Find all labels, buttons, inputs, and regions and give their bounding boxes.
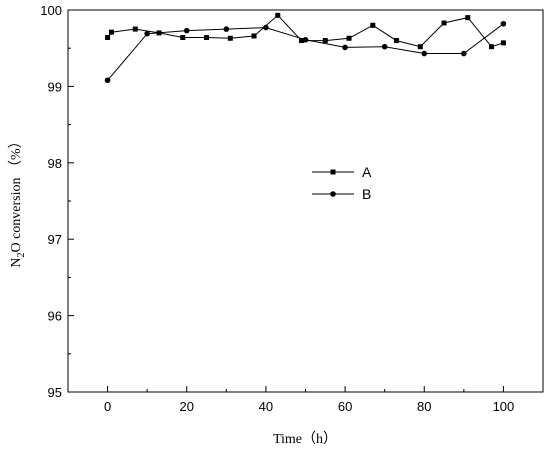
y-tick-label: 96: [48, 309, 62, 324]
series-a-point: [417, 44, 423, 50]
x-tick-label: 40: [259, 399, 273, 414]
series-a-point: [204, 35, 210, 41]
x-axis-title: Time（h）: [273, 431, 337, 447]
series-b-point: [302, 36, 309, 43]
y-axis-title: N2O conversion （%）: [8, 134, 27, 267]
series-a-point: [465, 15, 471, 21]
series-b-point: [342, 44, 348, 51]
series-a-point: [105, 35, 111, 41]
legend-marker-a: [330, 169, 336, 175]
series-a-point: [109, 29, 115, 35]
series-a-point: [322, 38, 328, 44]
series-b-line: [107, 23, 504, 81]
series-a-point: [275, 12, 281, 18]
series-b-point: [144, 30, 150, 37]
series-a-point: [227, 35, 233, 41]
x-tick-label: 0: [104, 399, 111, 414]
y-tick-label: 98: [48, 156, 62, 171]
series-a-point: [489, 44, 495, 50]
series-a-point: [394, 38, 400, 44]
series-a-point: [180, 35, 186, 41]
y-tick-label: 95: [48, 385, 62, 400]
series-b-point: [421, 50, 428, 57]
series-a-point: [500, 40, 506, 46]
legend-label-b: B: [362, 186, 371, 202]
series-b-point: [263, 24, 269, 31]
series-a-point: [251, 33, 257, 39]
series-b-point: [104, 77, 111, 84]
x-tick-label: 100: [493, 399, 515, 414]
y-tick-label: 99: [48, 79, 62, 94]
series-a-point: [299, 38, 305, 44]
x-tick-label: 60: [338, 399, 352, 414]
x-tick-label: 20: [180, 399, 194, 414]
x-tick-label: 80: [417, 399, 431, 414]
series-a-point: [370, 22, 376, 28]
series-a-point: [441, 20, 447, 26]
series-a-point: [132, 26, 138, 32]
y-tick-label: 97: [48, 232, 62, 247]
series-b-point: [381, 43, 388, 50]
series-a-point: [346, 35, 352, 41]
series-b-point: [223, 26, 230, 32]
plot-frame: [67, 9, 544, 393]
series-b-point: [183, 27, 190, 34]
legend-label-a: A: [362, 164, 372, 180]
legend-marker-b: [330, 191, 336, 197]
y-tick-label: 100: [40, 3, 62, 18]
series-b-point: [500, 20, 507, 27]
series-b-point: [461, 50, 467, 57]
